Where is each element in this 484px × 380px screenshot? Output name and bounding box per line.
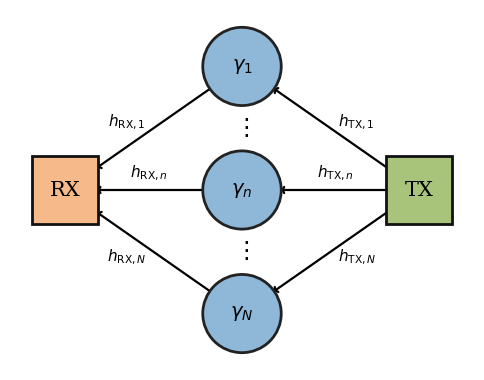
FancyBboxPatch shape [387, 155, 452, 225]
Text: $\gamma_N$: $\gamma_N$ [230, 304, 254, 323]
Text: $\gamma_1$: $\gamma_1$ [231, 57, 253, 76]
Text: $\vdots$: $\vdots$ [234, 117, 250, 140]
Text: $h_{\mathrm{TX},n}$: $h_{\mathrm{TX},n}$ [317, 163, 354, 183]
Text: $h_{\mathrm{TX},N}$: $h_{\mathrm{TX},N}$ [337, 248, 376, 267]
Text: $\vdots$: $\vdots$ [234, 240, 250, 263]
Text: $h_{\mathrm{RX},1}$: $h_{\mathrm{RX},1}$ [108, 113, 146, 132]
Ellipse shape [203, 27, 281, 106]
Text: $\gamma_n$: $\gamma_n$ [231, 180, 253, 200]
Text: $h_{\mathrm{TX},1}$: $h_{\mathrm{TX},1}$ [338, 113, 375, 132]
Text: TX: TX [405, 180, 434, 200]
Text: RX: RX [50, 180, 80, 200]
FancyBboxPatch shape [32, 155, 97, 225]
Ellipse shape [203, 151, 281, 229]
Ellipse shape [203, 274, 281, 353]
Text: $h_{\mathrm{RX},n}$: $h_{\mathrm{RX},n}$ [130, 163, 167, 183]
Text: $h_{\mathrm{RX},N}$: $h_{\mathrm{RX},N}$ [107, 248, 147, 267]
